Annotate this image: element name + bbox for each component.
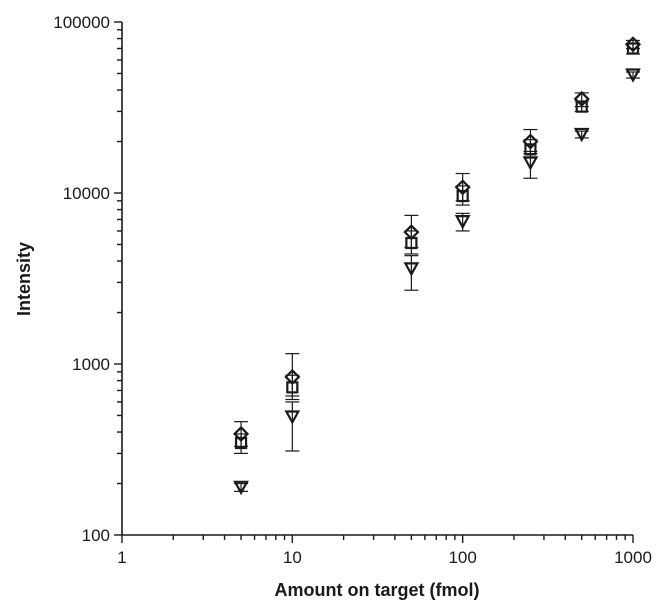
square-marker (626, 42, 640, 55)
error-bars (234, 39, 640, 492)
square-marker (524, 143, 537, 156)
tick-labels: 1 10 100 1000 100 1000 10000 100000 (53, 13, 652, 567)
x-tick-label: 100 (448, 548, 476, 567)
x-tick-label: 1 (117, 548, 126, 567)
y-tick-label: 100000 (53, 13, 110, 32)
triangle-down-marker (284, 410, 301, 425)
diamond-marker (522, 133, 539, 150)
diamond-marker (624, 36, 642, 53)
diamond-marker (233, 425, 250, 442)
triangle-down-marker (522, 156, 539, 171)
ticks (114, 21, 634, 543)
diamond-marker (454, 179, 471, 196)
square-marker (234, 436, 248, 450)
y-tick-label: 1000 (72, 355, 110, 374)
square-marker (456, 189, 469, 203)
triangle-down-marker (573, 127, 590, 143)
triangle-down-marker (403, 262, 420, 277)
square-marker (405, 236, 418, 250)
axes (121, 22, 633, 536)
triangle-down-marker (625, 68, 641, 83)
markers (233, 36, 642, 496)
y-tick-label: 100 (82, 526, 110, 545)
square-marker (286, 381, 299, 394)
triangle-down-marker (454, 215, 471, 230)
y-tick-label: 10000 (63, 184, 110, 203)
x-axis-title: Amount on target (fmol) (275, 580, 480, 600)
x-tick-label: 10 (283, 548, 302, 567)
x-tick-label: 1000 (614, 548, 652, 567)
square-marker (575, 100, 588, 113)
diamond-marker (573, 90, 590, 107)
triangle-down-marker (233, 480, 249, 496)
y-axis-title: Intensity (14, 242, 34, 316)
